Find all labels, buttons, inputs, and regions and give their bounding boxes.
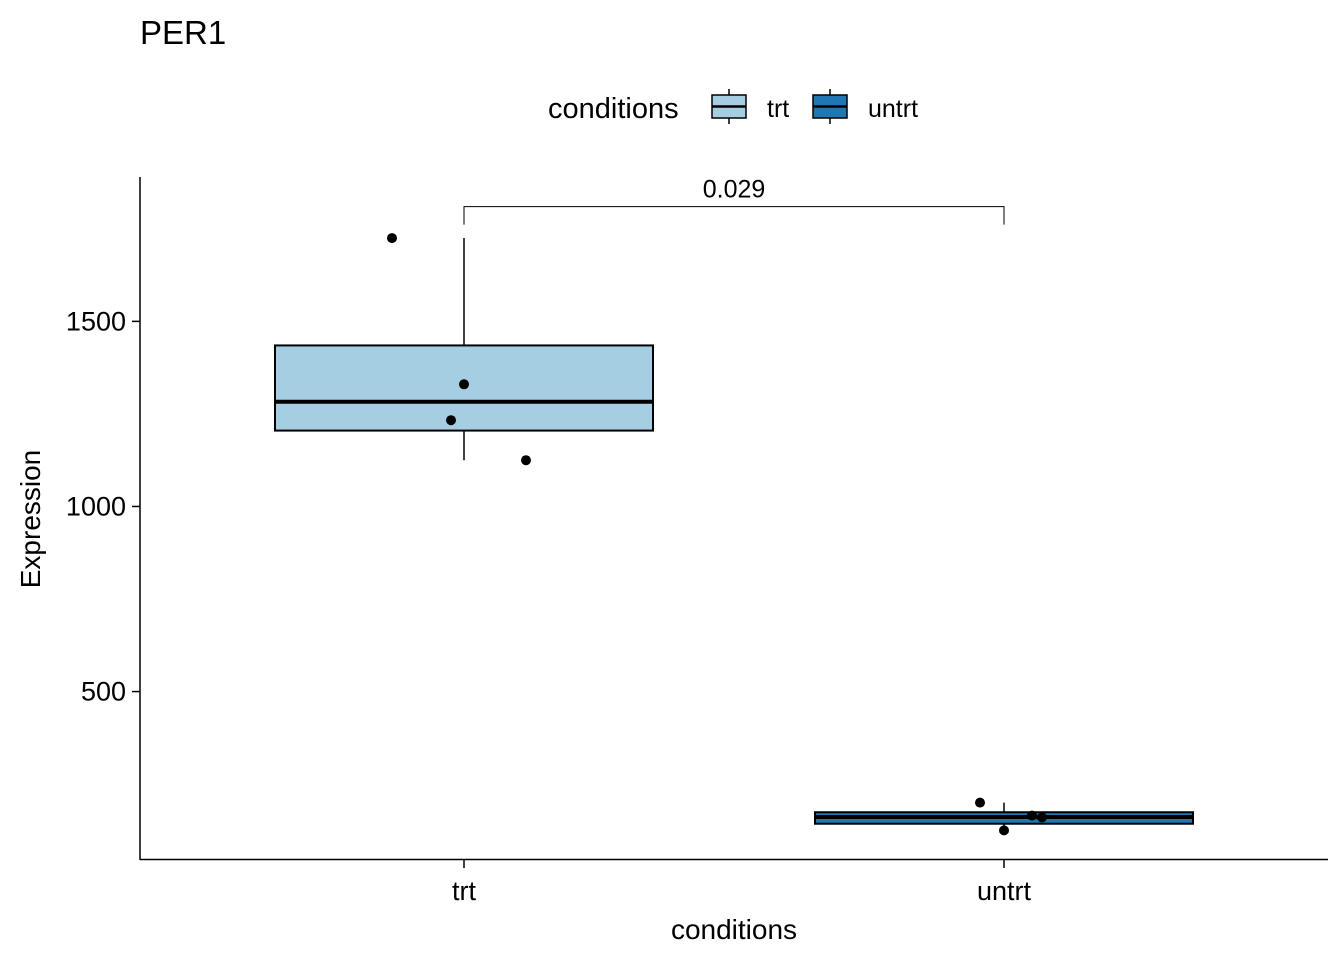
plot-area: 0.029 — [274, 176, 1194, 836]
x-axis-title: conditions — [671, 914, 797, 945]
y-tick-label-1000: 1000 — [66, 491, 126, 521]
chart-title: PER1 — [140, 14, 226, 51]
point-untrt-1 — [975, 797, 985, 808]
legend-key-untrt — [812, 89, 848, 124]
y-tick-label-500: 500 — [81, 677, 126, 707]
p-value-label: 0.029 — [703, 176, 766, 204]
y-tick-label-1500: 1500 — [66, 306, 126, 336]
legend-key-trt — [711, 89, 747, 124]
point-untrt-4 — [999, 825, 1009, 836]
point-untrt-2 — [1027, 810, 1037, 821]
point-trt-2 — [459, 379, 469, 390]
legend: conditions trt untrt — [548, 89, 918, 125]
legend-label-untrt: untrt — [868, 95, 918, 123]
box-group-untrt — [814, 797, 1194, 836]
x-tick-label-untrt: untrt — [977, 876, 1032, 906]
axes: 500 1000 1500 trt untrt — [66, 306, 1032, 906]
legend-label-trt: trt — [767, 95, 789, 123]
legend-title: conditions — [548, 93, 679, 125]
y-axis-title: Expression — [15, 450, 46, 589]
point-trt-4 — [521, 455, 531, 466]
point-trt-3 — [446, 415, 456, 426]
point-trt-1 — [387, 233, 397, 244]
point-untrt-3 — [1037, 812, 1047, 823]
x-tick-label-trt: trt — [452, 876, 476, 906]
significance-bracket: 0.029 — [463, 176, 1005, 225]
box-group-trt — [274, 233, 654, 466]
bracket-line — [463, 206, 1005, 225]
